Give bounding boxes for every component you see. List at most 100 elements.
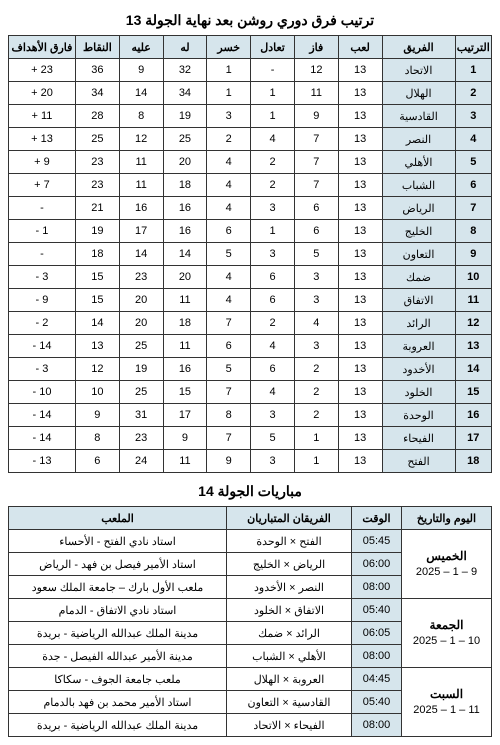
cell: 14 -: [9, 404, 76, 427]
cell: 13: [455, 335, 491, 358]
cell: 6: [251, 289, 295, 312]
cell: 2: [251, 312, 295, 335]
table-row: 8الخليج136161617191 -: [9, 220, 492, 243]
cell: 4: [207, 266, 251, 289]
cell: 4: [251, 128, 295, 151]
cell: 7: [294, 151, 338, 174]
schedule-header-row: اليوم والتاريخ الوقت الفريقان المتباريان…: [9, 507, 492, 530]
cell: النصر: [382, 128, 455, 151]
cell: 13: [338, 220, 382, 243]
cell: الفتح: [382, 450, 455, 473]
cell: 4: [294, 312, 338, 335]
time-cell: 05:40: [352, 599, 402, 622]
cell: 10: [455, 266, 491, 289]
table-row: السبت11 – 1 – 202504:45العروبة × الهلالم…: [9, 668, 492, 691]
cell: 13 -: [9, 450, 76, 473]
day-cell: السبت11 – 1 – 2025: [402, 668, 492, 737]
cell: 13: [338, 128, 382, 151]
cell: الرياض: [382, 197, 455, 220]
cell: 9: [207, 450, 251, 473]
time-cell: 05:40: [352, 691, 402, 714]
cell: الأخدود: [382, 358, 455, 381]
cell: 6: [294, 220, 338, 243]
cell: الفيحاء: [382, 427, 455, 450]
cell: 3: [455, 105, 491, 128]
cell: القادسية: [382, 105, 455, 128]
cell: 20: [163, 266, 207, 289]
cell: 15: [75, 289, 119, 312]
col-points: النقاط: [75, 36, 119, 59]
cell: 25: [119, 381, 163, 404]
cell: 9: [294, 105, 338, 128]
cell: 5: [207, 358, 251, 381]
cell: 13: [338, 312, 382, 335]
cell: 12: [294, 59, 338, 82]
table-row: 2الهلال13111134143420 +: [9, 82, 492, 105]
cell: 3: [251, 404, 295, 427]
cell: الخليج: [382, 220, 455, 243]
cell: 13: [338, 335, 382, 358]
cell: 11: [119, 174, 163, 197]
cell: 3: [294, 335, 338, 358]
cell: 13: [338, 82, 382, 105]
cell: الأهلي: [382, 151, 455, 174]
cell: 7: [207, 427, 251, 450]
cell: 1: [207, 59, 251, 82]
cell: 15: [163, 381, 207, 404]
cell: 7: [294, 128, 338, 151]
cell: 24: [119, 450, 163, 473]
table-row: الجمعة10 – 1 – 202505:40الاتفاق × الخلود…: [9, 599, 492, 622]
cell: 2: [294, 404, 338, 427]
cell: 10 -: [9, 381, 76, 404]
time-cell: 05:45: [352, 530, 402, 553]
cell: 16: [163, 197, 207, 220]
cell: 9: [455, 243, 491, 266]
table-row: الخميس9 – 1 – 202505:45الفتح × الوحدةاست…: [9, 530, 492, 553]
table-row: 3القادسية139131982811 +: [9, 105, 492, 128]
venue-cell: ملعب جامعة الجوف - سكاكا: [9, 668, 227, 691]
cell: 32: [163, 59, 207, 82]
cell: الرائد: [382, 312, 455, 335]
cell: 28: [75, 105, 119, 128]
venue-cell: استاد نادي الفتح - الأحساء: [9, 530, 227, 553]
cell: 13: [338, 59, 382, 82]
match-cell: النصر × الأخدود: [227, 576, 352, 599]
cell: 21: [75, 197, 119, 220]
cell: ضمك: [382, 266, 455, 289]
cell: 16: [455, 404, 491, 427]
cell: 13: [338, 266, 382, 289]
cell: 3: [294, 266, 338, 289]
cell: 4: [251, 335, 295, 358]
match-cell: القادسية × التعاون: [227, 691, 352, 714]
cell: 1: [294, 427, 338, 450]
table-row: 5الأهلي137242011239 +: [9, 151, 492, 174]
cell: 3: [251, 197, 295, 220]
table-row: 11الاتفاق133641120159 -: [9, 289, 492, 312]
cell: -: [9, 243, 76, 266]
col-rank: الترتيب: [455, 36, 491, 59]
cell: 25: [163, 128, 207, 151]
cell: 14: [75, 312, 119, 335]
col-time: الوقت: [352, 507, 402, 530]
cell: 3: [207, 105, 251, 128]
cell: 15: [75, 266, 119, 289]
cell: 3: [251, 450, 295, 473]
match-cell: الفيحاء × الاتحاد: [227, 714, 352, 737]
cell: -: [251, 59, 295, 82]
schedule-table: اليوم والتاريخ الوقت الفريقان المتباريان…: [8, 506, 492, 737]
cell: 3: [294, 289, 338, 312]
col-lost: خسر: [207, 36, 251, 59]
col-day: اليوم والتاريخ: [402, 507, 492, 530]
col-played: لعب: [338, 36, 382, 59]
cell: 17: [455, 427, 491, 450]
cell: 14: [455, 358, 491, 381]
cell: 1: [251, 105, 295, 128]
cell: 6: [207, 220, 251, 243]
cell: 14: [119, 82, 163, 105]
cell: 23: [75, 174, 119, 197]
cell: 1: [207, 82, 251, 105]
cell: 20: [119, 312, 163, 335]
cell: 13 +: [9, 128, 76, 151]
cell: 3: [251, 243, 295, 266]
cell: 17: [163, 404, 207, 427]
